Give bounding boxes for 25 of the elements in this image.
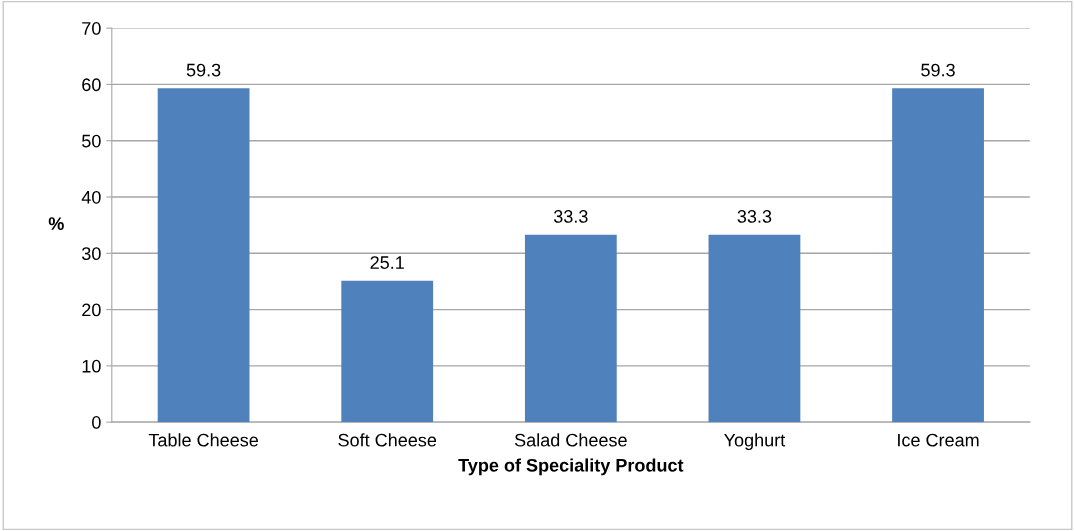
y-tick-label: 10: [82, 359, 101, 373]
data-label: 33.3: [737, 210, 772, 223]
data-label: 25.1: [370, 256, 404, 269]
data-label: 59.3: [921, 63, 955, 77]
y-tick-label: 0: [92, 416, 101, 429]
y-tick-label: 50: [82, 134, 101, 148]
data-label: 33.3: [553, 210, 588, 223]
y-tick-label: 70: [82, 22, 101, 35]
y-tick-label: 60: [82, 78, 101, 92]
x-axis-title: Type of Speciality Product: [458, 458, 684, 476]
y-tick-label: 20: [82, 303, 101, 317]
data-label: 59.3: [186, 63, 221, 77]
x-tick-label: Yoghurt: [724, 433, 786, 451]
y-tick-label: 40: [81, 190, 101, 204]
bar: [157, 88, 250, 423]
x-tick-label: Soft Cheese: [338, 433, 437, 447]
y-axis-title: %: [48, 217, 64, 230]
x-tick-label: Ice Cream: [898, 433, 979, 447]
x-tick-label: Table Cheese: [148, 433, 259, 447]
bar: [341, 280, 434, 423]
bar: [708, 234, 801, 423]
y-tick-label: 30: [81, 247, 101, 261]
bar: [892, 88, 984, 423]
x-tick-label: Salad Cheese: [514, 433, 627, 447]
bar: [524, 234, 617, 423]
